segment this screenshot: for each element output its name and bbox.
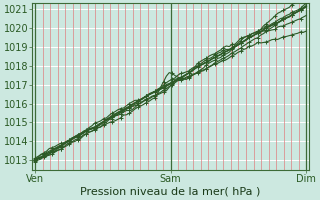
X-axis label: Pression niveau de la mer( hPa ): Pression niveau de la mer( hPa ) [80,187,261,197]
